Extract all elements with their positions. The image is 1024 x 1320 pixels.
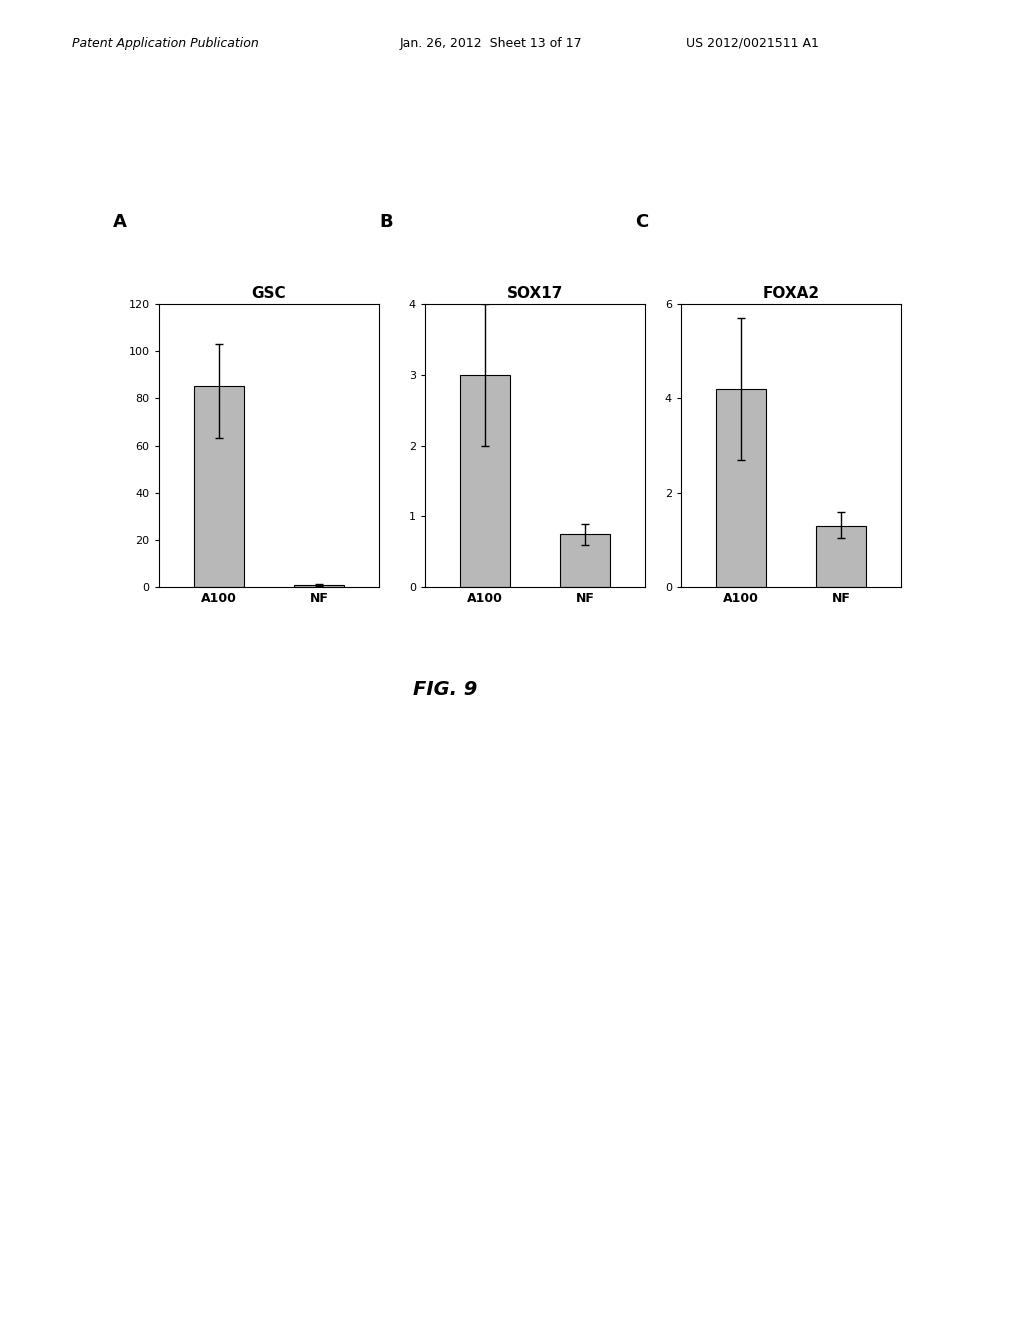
Title: SOX17: SOX17: [507, 286, 563, 301]
Bar: [194, 387, 244, 587]
Text: B: B: [379, 213, 392, 231]
Title: FOXA2: FOXA2: [763, 286, 819, 301]
Text: Patent Application Publication: Patent Application Publication: [72, 37, 258, 50]
Title: GSC: GSC: [252, 286, 286, 301]
Text: C: C: [635, 213, 648, 231]
Bar: [716, 388, 766, 587]
Bar: [294, 585, 344, 587]
Text: Jan. 26, 2012  Sheet 13 of 17: Jan. 26, 2012 Sheet 13 of 17: [399, 37, 582, 50]
Text: FIG. 9: FIG. 9: [414, 680, 477, 698]
Bar: [460, 375, 510, 587]
Bar: [560, 535, 610, 587]
Text: A: A: [113, 213, 127, 231]
Text: US 2012/0021511 A1: US 2012/0021511 A1: [686, 37, 819, 50]
Bar: [816, 525, 866, 587]
